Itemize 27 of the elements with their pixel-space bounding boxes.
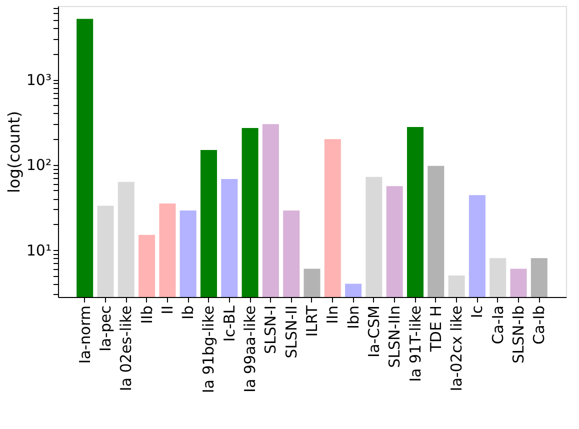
x-tick-label: Ia-02cx like: [448, 306, 466, 392]
y-tick-label: 10¹: [26, 241, 52, 260]
x-tick-label: II: [158, 306, 176, 314]
x-tick-label: SLSN-Ib: [510, 306, 528, 364]
x-tick-label: IIb: [138, 306, 156, 324]
x-tick-label: Ia-norm: [76, 306, 94, 364]
x-tick-label: Ia-CSM: [364, 306, 383, 358]
x-tick-label: Ca-Ib: [530, 306, 548, 345]
x-tick-label: Ia 99aa-like: [241, 306, 260, 392]
x-tick-label: Ic: [468, 306, 486, 318]
y-tick-label: 10³: [26, 71, 52, 90]
x-tick-label: SLSN-IIn: [386, 306, 404, 368]
x-tick-label: Ia 91T-like: [406, 306, 424, 382]
x-tick-label: Ia-pec: [96, 306, 114, 352]
x-tick-label: TDE H: [426, 306, 445, 353]
x-tick-label: IIn: [324, 306, 342, 324]
x-tick-label: Ib: [179, 306, 198, 320]
y-axis-title: log(count): [4, 110, 24, 194]
x-tick-label: Ia 91bg-like: [200, 306, 218, 394]
x-tick-label: SLSN-II: [282, 306, 300, 358]
x-tick-label: ILRT: [303, 304, 321, 337]
x-tick-label: SLSN-I: [262, 306, 280, 354]
x-tick-label: Ia 02es-like: [117, 306, 136, 392]
y-tick-label: 10²: [26, 156, 52, 174]
x-tick-label: Ic-BL: [220, 304, 238, 342]
x-tick-label: Ca-Ia: [488, 306, 507, 344]
x-tick-label: Ibn: [344, 306, 362, 329]
